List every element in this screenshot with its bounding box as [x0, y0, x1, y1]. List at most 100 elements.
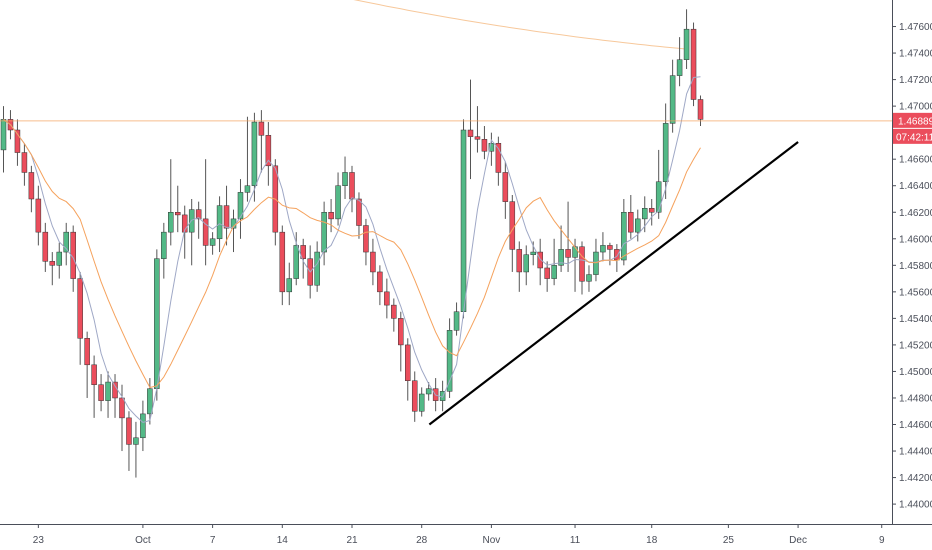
candle-up — [453, 311, 460, 331]
candle-up — [56, 251, 63, 266]
x-tick-label: 23 — [33, 535, 45, 546]
candle-up — [168, 212, 174, 233]
candle-down — [202, 218, 209, 246]
candle-up — [251, 121, 258, 186]
x-tick-label: 25 — [723, 535, 735, 546]
candle-down — [84, 338, 90, 366]
candle-up — [216, 205, 223, 240]
candle-down — [258, 121, 265, 136]
x-tick-label: Oct — [135, 535, 151, 546]
y-tick-label: 1.44400 — [899, 447, 932, 458]
y-tick-label: 1.47000 — [899, 102, 932, 113]
candle-down — [279, 231, 286, 293]
y-tick-label: 1.44000 — [899, 500, 932, 511]
candle-up — [621, 212, 627, 261]
y-tick-label: 1.46200 — [899, 208, 932, 219]
candle-down — [474, 136, 481, 140]
candle-down — [565, 249, 571, 258]
candle-down — [697, 99, 704, 120]
candle-down — [648, 208, 655, 213]
candle-up — [662, 123, 669, 182]
candle-up — [558, 249, 564, 266]
candle-up — [418, 393, 425, 412]
candle-up — [314, 251, 320, 286]
ma-long-line — [353, 0, 687, 50]
y-tick-label: 1.44800 — [899, 393, 932, 404]
candle-down — [628, 212, 634, 233]
y-tick-label: 1.45400 — [899, 314, 932, 325]
y-tick-label: 1.47400 — [899, 49, 932, 60]
candle-down — [356, 198, 362, 226]
y-tick-label: 1.46400 — [899, 181, 932, 192]
candle-up — [321, 212, 327, 253]
y-tick-label: 1.47200 — [899, 75, 932, 86]
candle-down — [126, 417, 132, 445]
x-tick-label: 14 — [277, 535, 289, 546]
candle-down — [370, 251, 376, 273]
x-tick-label: 21 — [346, 535, 358, 546]
candle-down — [398, 318, 404, 346]
candle-up — [460, 129, 467, 312]
candle-up — [209, 238, 216, 246]
y-tick-label: 1.45200 — [899, 340, 932, 351]
candle-down — [49, 261, 56, 266]
y-tick-label: 1.45000 — [899, 367, 932, 378]
candle-down — [516, 249, 523, 273]
candle-down — [467, 129, 474, 137]
x-tick-label: 9 — [879, 535, 885, 546]
candle-up — [446, 330, 453, 392]
y-tick-label: 1.46600 — [899, 155, 932, 166]
candle-up — [488, 143, 495, 152]
candle-up — [63, 231, 69, 253]
candle-down — [544, 267, 550, 279]
candle-up — [676, 59, 683, 76]
y-tick-label: 1.45600 — [899, 287, 932, 298]
candle-up — [342, 172, 348, 186]
candle-up — [133, 437, 139, 445]
candle-up — [335, 185, 341, 220]
candle-up — [523, 254, 529, 273]
candle-down — [77, 278, 83, 339]
candle-down — [377, 271, 383, 293]
candle-down — [411, 380, 418, 412]
candle-up — [600, 245, 606, 253]
candle-down — [21, 152, 28, 173]
ma-fast-line — [3, 76, 701, 423]
candle-up — [655, 181, 662, 213]
candle-up — [0, 119, 7, 151]
candle-up — [635, 218, 641, 233]
candle-down — [98, 384, 104, 401]
candle-down — [328, 212, 334, 220]
candle-up — [641, 208, 648, 220]
candle-down — [112, 381, 118, 399]
candle-up — [593, 251, 599, 275]
trendline[interactable] — [428, 141, 799, 426]
candle-up — [669, 75, 676, 124]
candle-down — [509, 201, 516, 250]
candle-down — [495, 143, 502, 173]
candle-down — [35, 198, 42, 233]
candle-up — [140, 413, 146, 439]
candle-down — [175, 212, 181, 216]
candle-down — [349, 172, 355, 200]
candle-down — [405, 344, 411, 381]
candle-down — [607, 245, 613, 250]
y-tick-label: 1.44200 — [899, 473, 932, 484]
candle-down — [502, 172, 509, 202]
candle-down — [690, 28, 697, 100]
candle-down — [579, 246, 585, 282]
candle-down — [300, 245, 306, 259]
current-price-label: 1.46889 — [898, 116, 932, 127]
countdown-tag — [893, 128, 932, 144]
candle-down — [91, 364, 97, 385]
candle-down — [42, 231, 49, 262]
y-tick-label: 1.46000 — [899, 234, 932, 245]
countdown-label: 07:42:11 — [896, 132, 932, 143]
candle-up — [105, 381, 111, 401]
candle-up — [683, 28, 690, 60]
y-tick-label: 1.44600 — [899, 420, 932, 431]
x-tick-label: 28 — [416, 535, 428, 546]
candle-up — [161, 231, 167, 259]
